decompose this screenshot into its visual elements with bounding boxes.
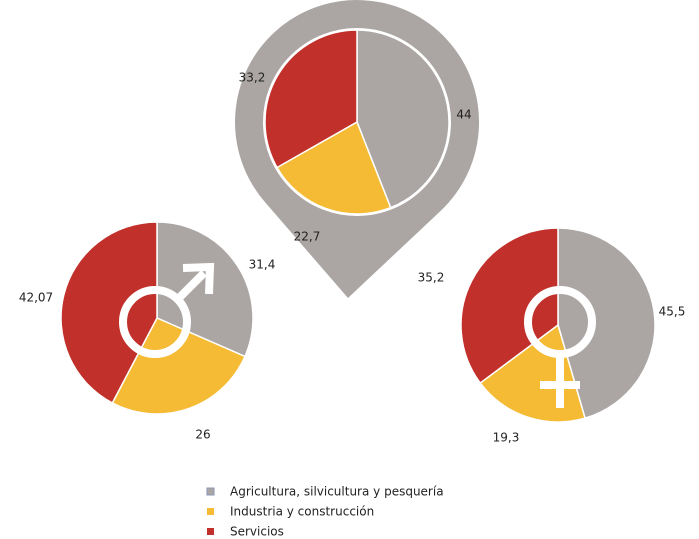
pies: [60, 28, 656, 423]
data-label: 42,07: [19, 291, 53, 305]
legend-label: Agricultura, silvicultura y pesquería: [230, 485, 444, 499]
gender-icons: [119, 262, 596, 408]
male-ring: [119, 286, 191, 358]
pie-slice: [264, 29, 358, 169]
legend-label: Servicios: [230, 525, 284, 539]
pie-slice: [156, 221, 254, 358]
legend: Agricultura, silvicultura y pesquería Ind…: [206, 485, 444, 539]
pie-slice: [460, 227, 559, 385]
data-label: 31,4: [249, 258, 276, 272]
pie-slice: [356, 29, 450, 209]
data-label: 45,5: [659, 305, 686, 319]
pie-slice: [60, 221, 158, 404]
data-label: 26: [195, 428, 210, 442]
data-label: 33,2: [239, 71, 266, 85]
data-label: 44: [456, 108, 471, 122]
data-label: 19,3: [493, 431, 520, 445]
pie-slice: [276, 120, 392, 215]
male-arrow-shaft: [175, 270, 207, 302]
data-label: 35,2: [418, 271, 445, 285]
legend-swatch: [206, 487, 215, 496]
legend-label: Industria y construcción: [230, 505, 374, 519]
legend-swatch: [207, 528, 214, 535]
male-arrow-head: [182, 262, 215, 295]
legend-swatch: [207, 508, 214, 515]
pie-ring: [263, 28, 451, 216]
pie-slice: [557, 227, 656, 420]
data-label: 22,7: [294, 230, 321, 244]
pie-slice: [111, 317, 246, 415]
